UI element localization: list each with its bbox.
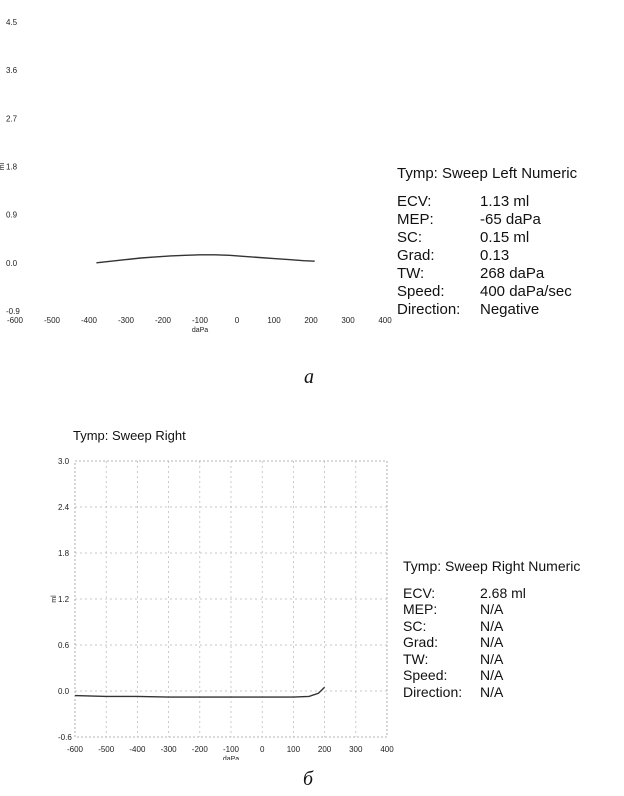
x-tick-label: 200 — [318, 745, 332, 754]
series-line — [74, 686, 326, 698]
x-tick-label: -400 — [81, 316, 98, 325]
y-tick-label: 0.0 — [58, 687, 70, 696]
numeric-value: N/A — [480, 601, 504, 617]
x-tick-label: -400 — [129, 745, 146, 754]
numeric-row: Direction: Negative — [397, 301, 577, 319]
x-tick-label: 0 — [260, 745, 265, 754]
numeric-value: N/A — [480, 667, 504, 683]
numeric-value: 400 daPa/sec — [480, 283, 572, 300]
x-tick-label: 200 — [304, 316, 318, 325]
numeric-value: -65 daPa — [480, 211, 541, 228]
y-axis-label: ml — [0, 162, 6, 170]
y-tick-label: 2.4 — [58, 503, 70, 512]
x-tick-label: 100 — [267, 316, 281, 325]
numeric-a-title: Tymp: Sweep Left Numeric — [397, 165, 578, 182]
numeric-label: Grad: — [403, 634, 439, 650]
y-tick-label: 1.8 — [6, 163, 18, 172]
x-tick-label: 100 — [287, 745, 301, 754]
numeric-label: Direction: — [397, 301, 461, 318]
x-tick-label: -100 — [223, 745, 240, 754]
numeric-row: ECV: 2.68 ml — [403, 585, 580, 602]
caption-b: б — [303, 768, 314, 790]
y-tick-label: 3.6 — [6, 66, 18, 75]
y-axis-label: ml — [51, 595, 58, 603]
numeric-label: MEP: — [403, 601, 438, 617]
numeric-row: SC: N/A — [403, 618, 580, 635]
y-tick-label: 1.8 — [58, 549, 70, 558]
x-tick-label: -200 — [155, 316, 172, 325]
y-tick-label: -0.9 — [6, 307, 20, 316]
numeric-row: Grad: N/A — [403, 634, 580, 651]
y-tick-label: 4.5 — [6, 18, 18, 27]
numeric-b-title: Tymp: Sweep Right Numeric — [403, 558, 581, 574]
x-tick-label: -100 — [192, 316, 209, 325]
chart-a: -600 -500 -400 -300 -200 -100 0 100 200 300 400 -0.… — [0, 18, 392, 334]
x-tick-label: -600 — [67, 745, 84, 754]
series-line — [96, 254, 315, 264]
numeric-label: SC: — [403, 617, 427, 634]
numeric-value: 2.68 ml — [480, 584, 526, 601]
numeric-label: ECV: — [397, 193, 432, 210]
x-axis-label: daPa — [223, 756, 239, 760]
numeric-value: N/A — [480, 617, 504, 634]
numeric-label: Speed: — [397, 283, 445, 300]
x-tick-label: 0 — [235, 316, 240, 325]
numeric-value: 0.15 ml — [480, 229, 530, 246]
numeric-label: TW: — [397, 265, 425, 282]
numeric-row: Speed: N/A — [403, 667, 580, 684]
numeric-row: Grad: 0.13 — [397, 247, 577, 265]
x-tick-label: 300 — [341, 316, 355, 325]
x-tick-label: -500 — [44, 316, 61, 325]
y-tick-label: 3.0 — [58, 457, 70, 466]
numeric-label: Speed: — [403, 667, 448, 683]
numeric-label: TW: — [403, 650, 429, 667]
y-tick-label: 0.6 — [58, 641, 70, 650]
numeric-row: MEP: -65 daPa — [397, 211, 577, 229]
numeric-value: 1.13 ml — [480, 193, 530, 210]
numeric-value: 0.13 — [480, 247, 510, 264]
numeric-b: Tymp: Sweep Right Numeric ECV: 2.68 ml MEP… — [403, 558, 580, 700]
caption-a: a — [304, 366, 314, 388]
numeric-row: Direction: N/A — [403, 684, 580, 701]
x-axis-label: daPa — [192, 327, 208, 334]
numeric-label: MEP: — [397, 211, 434, 228]
x-tick-label: -300 — [118, 316, 135, 325]
x-tick-label: -300 — [161, 745, 178, 754]
x-tick-label: 400 — [380, 745, 394, 754]
numeric-row: ECV: 1.13 ml — [397, 193, 577, 211]
numeric-value: Negative — [480, 301, 540, 318]
numeric-label: Direction: — [403, 683, 463, 700]
numeric-value: N/A — [480, 634, 504, 650]
numeric-label: Grad: — [397, 247, 435, 264]
y-tick-label: 1.2 — [58, 595, 70, 604]
numeric-value: N/A — [480, 650, 504, 667]
x-tick-label: -200 — [192, 745, 209, 754]
x-tick-label: 300 — [349, 745, 363, 754]
numeric-row: Speed: 400 daPa/sec — [397, 283, 577, 301]
y-tick-label: 0.0 — [6, 259, 18, 268]
y-tick-label: 2.7 — [6, 114, 18, 123]
numeric-a: Tymp: Sweep Left Numeric ECV: 1.13 ml MEP:… — [397, 165, 577, 319]
y-tick-label: 0.9 — [6, 211, 18, 220]
chart-b: -600 -500 -400 -300 -200 -100 0 100 200 300 400 -0.… — [51, 457, 394, 760]
numeric-row: MEP: N/A — [403, 601, 580, 618]
numeric-value: N/A — [480, 683, 504, 700]
numeric-row: TW: N/A — [403, 651, 580, 668]
chart-b-title: Tymp: Sweep Right — [73, 428, 186, 443]
y-tick-label: -0.6 — [58, 733, 72, 742]
numeric-row: TW: 268 daPa — [397, 265, 577, 283]
numeric-label: ECV: — [403, 584, 436, 601]
x-tick-label: 400 — [378, 316, 392, 325]
numeric-label: SC: — [397, 229, 423, 246]
numeric-value: 268 daPa — [480, 265, 545, 282]
numeric-row: SC: 0.15 ml — [397, 229, 577, 247]
x-tick-label: -500 — [98, 745, 115, 754]
x-tick-label: -600 — [7, 316, 24, 325]
